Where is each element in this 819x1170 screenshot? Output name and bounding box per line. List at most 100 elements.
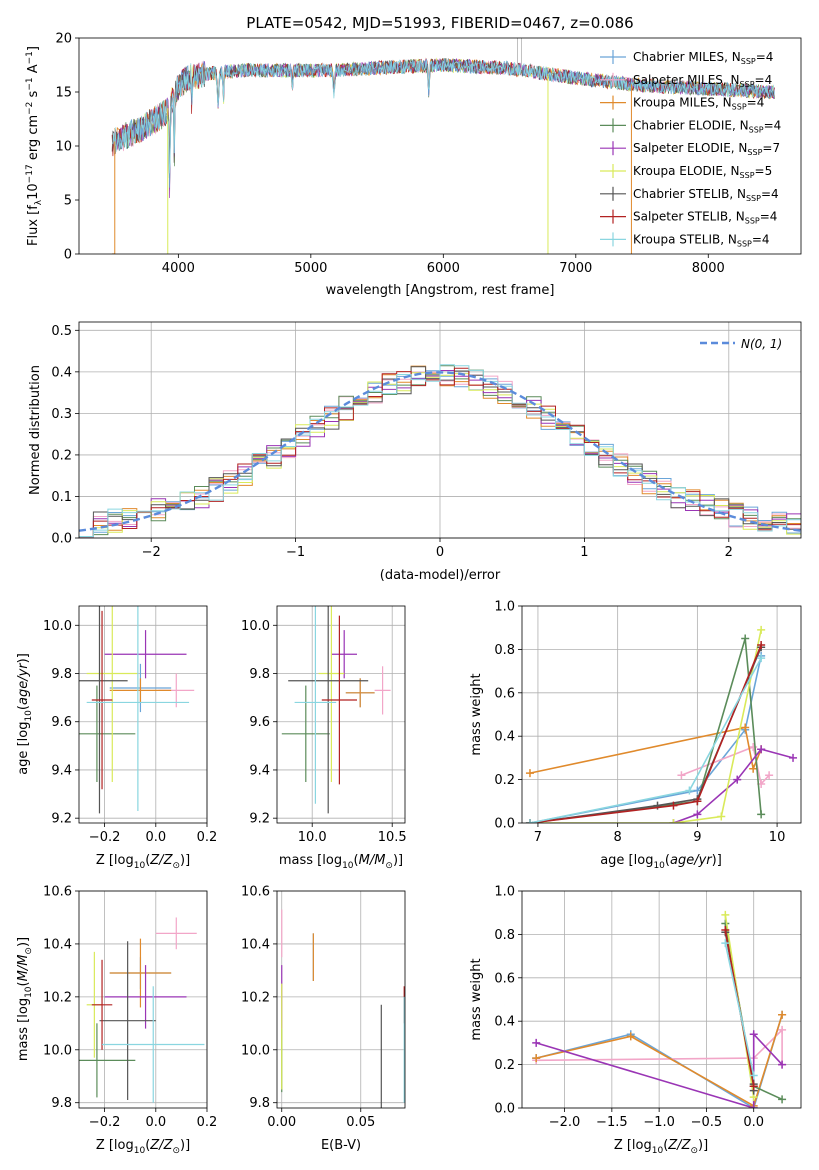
y-tick-label: 0.2 [51, 448, 72, 463]
x-tick-label: 10 [769, 830, 786, 845]
x-tick-label: −2.0 [549, 1115, 581, 1130]
mass-vs-Z-frame [78, 890, 208, 1109]
mass-vs-EBV-plot-area [281, 909, 405, 1108]
weight-line-kroupa-stelib [529, 657, 762, 823]
x-tick-label: 1 [580, 545, 588, 560]
weight-vs-Z-xlabel: Z [log10(Z/Z⊙)] [614, 1138, 708, 1156]
legend-entry: Salpeter ELODIE, NSSP=7 [633, 141, 780, 157]
weight-vs-Z-ylabel: mass weight [469, 958, 484, 1040]
x-tick-label: −1.0 [643, 1115, 675, 1130]
weight-marker [685, 786, 694, 795]
y-tick-label: 10.4 [241, 937, 270, 952]
y-tick-label: 9.2 [51, 812, 72, 827]
weight-line-salpeter-stelib [529, 644, 762, 823]
y-tick-label: 5 [64, 194, 72, 209]
x-tick-label: 0.0 [145, 830, 166, 845]
weight-marker [757, 654, 766, 663]
age-vs-mass-frame [276, 605, 406, 824]
weight-marker [532, 1038, 541, 1047]
age-vs-mass-axes [277, 606, 405, 823]
y-tick-label: 10.6 [43, 885, 72, 900]
y-tick-label: 10 [55, 140, 72, 155]
mass-vs-Z-axes [79, 890, 208, 1108]
weight-marker [765, 771, 774, 780]
legend-entry: Chabrier MILES, NSSP=4 [633, 50, 773, 66]
x-tick-label: 0.2 [197, 1115, 218, 1130]
x-tick-label: 0.0 [145, 1115, 166, 1130]
y-tick-label: 9.8 [51, 1096, 72, 1111]
y-tick-label: 0.6 [494, 971, 515, 986]
legend-entry: Chabrier STELIB, NSSP=4 [633, 187, 779, 203]
residuals-frame [78, 321, 802, 539]
y-tick-label: 9.4 [249, 763, 270, 778]
weight-marker [778, 1095, 787, 1104]
y-tick-label: 1.0 [494, 600, 515, 615]
legend-entry: Kroupa ELODIE, NSSP=5 [633, 164, 772, 180]
y-tick-label: 10.2 [241, 990, 270, 1005]
weight-marker [778, 1060, 787, 1069]
weight-marker [749, 1104, 758, 1108]
x-tick-label: 6000 [427, 261, 460, 276]
y-tick-label: 0.4 [494, 730, 515, 745]
weight-marker [693, 810, 702, 819]
y-tick-label: 20 [55, 32, 72, 47]
y-tick-label: 9.6 [51, 715, 72, 730]
weight-marker [721, 910, 730, 919]
x-tick-label: 0.05 [346, 1115, 375, 1130]
weight-marker [525, 819, 534, 823]
y-tick-label: 15 [55, 86, 72, 101]
weight-marker [789, 753, 798, 762]
age-vs-Z-axes [79, 606, 208, 823]
y-tick-label: 0.5 [51, 324, 72, 339]
y-tick-label: 9.8 [249, 1096, 270, 1111]
y-tick-label: 10.0 [241, 1043, 270, 1058]
weight-line-kroupa-miles [529, 726, 762, 774]
weight-line-chabrier-miles [529, 655, 762, 823]
y-tick-label: 0.2 [494, 773, 515, 788]
weight-marker [721, 939, 730, 948]
weight-marker [757, 745, 766, 754]
spectrum-line-chabrier-miles [114, 58, 775, 188]
weight-vs-Z-plot-area [532, 910, 787, 1108]
residuals-ylabel: Normed distribution [28, 365, 43, 495]
spectrum-xlabel: wavelength [Angstrom, rest frame] [326, 283, 555, 298]
residuals-plot-area [79, 364, 801, 538]
x-tick-label: 5000 [294, 261, 327, 276]
y-tick-label: 9.4 [51, 763, 72, 778]
weight-line-salpeter-elodie [535, 1032, 783, 1108]
y-tick-label: 1.0 [494, 885, 515, 900]
legend-entry: Salpeter MILES, NSSP=4 [633, 73, 772, 89]
spectrum-line-kroupa-stelib [111, 58, 775, 174]
y-tick-label: 0.0 [494, 817, 515, 832]
x-tick-label: 8 [614, 830, 622, 845]
y-tick-label: 0.2 [494, 1058, 515, 1073]
weight-line-kroupa-stelib [724, 942, 755, 1076]
y-tick-label: 9.2 [249, 812, 270, 827]
y-tick-label: 10.6 [241, 885, 270, 900]
weight-marker [741, 723, 750, 732]
age-vs-Z-xlabel: Z [log10(Z/Z⊙)] [96, 853, 190, 871]
spectrum-plot-area [111, 38, 775, 254]
weight-marker [721, 926, 730, 935]
mass-vs-Z-xlabel: Z [log10(Z/Z⊙)] [96, 1138, 190, 1156]
mass-vs-Z-ylabel: mass [log10(M/M⊙)] [16, 937, 34, 1061]
weight-vs-age-frame [521, 605, 802, 824]
y-tick-label: 9.6 [249, 715, 270, 730]
weight-marker [733, 775, 742, 784]
weight-marker [749, 743, 758, 752]
y-tick-label: 0.4 [494, 1015, 515, 1030]
weight-marker [741, 634, 750, 643]
weight-vs-age-xlabel: age [log10(age/yr)] [600, 853, 722, 871]
mass-vs-Z-plot-area [79, 917, 205, 1103]
weight-marker [757, 641, 766, 650]
weight-vs-age-plot-area [525, 625, 798, 823]
y-tick-label: 10.2 [43, 990, 72, 1005]
y-tick-label: 0.0 [51, 532, 72, 547]
weight-line-salpeter-miles [536, 1027, 783, 1065]
x-tick-label: 8000 [692, 261, 725, 276]
legend-entry: Kroupa MILES, NSSP=4 [633, 96, 764, 112]
weight-marker [749, 1071, 758, 1080]
weight-marker [757, 810, 766, 819]
weight-marker [669, 801, 678, 810]
